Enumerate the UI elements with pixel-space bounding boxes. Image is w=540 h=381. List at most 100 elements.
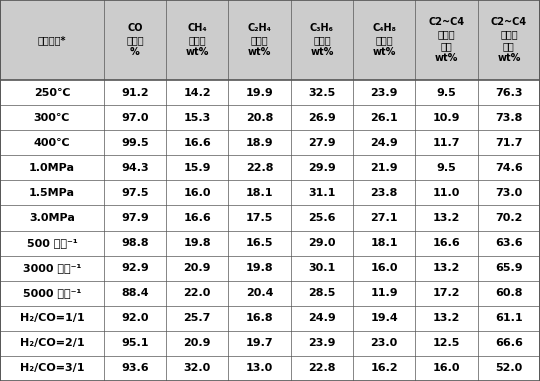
Text: 20.9: 20.9 — [184, 338, 211, 348]
Text: 19.7: 19.7 — [246, 338, 273, 348]
Text: 16.6: 16.6 — [433, 238, 461, 248]
Text: 65.9: 65.9 — [495, 263, 523, 273]
Bar — [0, 155, 540, 180]
Text: CO
转化率
%: CO 转化率 % — [126, 23, 144, 57]
Text: H₂/CO=3/1: H₂/CO=3/1 — [19, 363, 84, 373]
Text: 28.5: 28.5 — [308, 288, 336, 298]
Text: 32.5: 32.5 — [308, 88, 335, 98]
Text: 500 小时⁻¹: 500 小时⁻¹ — [26, 238, 77, 248]
Text: 66.6: 66.6 — [495, 338, 523, 348]
Text: 91.2: 91.2 — [121, 88, 149, 98]
Text: 18.9: 18.9 — [246, 138, 273, 148]
Text: 99.5: 99.5 — [121, 138, 149, 148]
Bar — [0, 356, 540, 381]
Text: 16.2: 16.2 — [370, 363, 398, 373]
Text: 19.4: 19.4 — [370, 313, 398, 323]
Text: 16.6: 16.6 — [184, 138, 211, 148]
Text: 32.0: 32.0 — [184, 363, 211, 373]
Text: 19.9: 19.9 — [246, 88, 273, 98]
Bar — [0, 80, 540, 105]
Text: 14.2: 14.2 — [184, 88, 211, 98]
Text: 13.2: 13.2 — [433, 313, 460, 323]
Text: 31.1: 31.1 — [308, 188, 336, 198]
Text: 250℃: 250℃ — [33, 88, 70, 98]
Text: 15.9: 15.9 — [184, 163, 211, 173]
Text: 98.8: 98.8 — [121, 238, 149, 248]
Text: 3000 小时⁻¹: 3000 小时⁻¹ — [23, 263, 81, 273]
Text: 16.5: 16.5 — [246, 238, 273, 248]
Text: 73.8: 73.8 — [495, 113, 523, 123]
Text: 92.9: 92.9 — [121, 263, 149, 273]
Text: 29.0: 29.0 — [308, 238, 336, 248]
Text: 30.1: 30.1 — [308, 263, 335, 273]
Text: 23.8: 23.8 — [370, 188, 398, 198]
Text: 11.7: 11.7 — [433, 138, 460, 148]
Text: 17.2: 17.2 — [433, 288, 460, 298]
Text: 18.1: 18.1 — [370, 238, 398, 248]
Text: 88.4: 88.4 — [121, 288, 149, 298]
Text: 73.0: 73.0 — [495, 188, 523, 198]
Text: 71.7: 71.7 — [495, 138, 523, 148]
Bar — [0, 105, 540, 130]
Text: 52.0: 52.0 — [495, 363, 523, 373]
Text: 18.1: 18.1 — [246, 188, 273, 198]
Text: H₂/CO=1/1: H₂/CO=1/1 — [19, 313, 84, 323]
Text: 13.2: 13.2 — [433, 213, 460, 223]
Text: 11.9: 11.9 — [370, 288, 398, 298]
Text: 13.2: 13.2 — [433, 263, 460, 273]
Text: 19.8: 19.8 — [184, 238, 211, 248]
Text: 93.6: 93.6 — [121, 363, 149, 373]
Text: 22.8: 22.8 — [246, 163, 273, 173]
Text: 60.8: 60.8 — [495, 288, 523, 298]
Text: C2~C4
烷烃选
择性
wt%: C2~C4 烷烃选 择性 wt% — [428, 17, 464, 63]
Text: 16.8: 16.8 — [246, 313, 273, 323]
Text: 97.5: 97.5 — [122, 188, 148, 198]
Bar — [0, 281, 540, 306]
Text: 76.3: 76.3 — [495, 88, 523, 98]
Text: 22.0: 22.0 — [184, 288, 211, 298]
Text: 300℃: 300℃ — [33, 113, 70, 123]
Text: 1.5MPa: 1.5MPa — [29, 188, 75, 198]
Bar — [0, 231, 540, 256]
Text: 11.0: 11.0 — [433, 188, 460, 198]
Text: 20.8: 20.8 — [246, 113, 273, 123]
Text: 22.8: 22.8 — [308, 363, 336, 373]
Text: 16.0: 16.0 — [184, 188, 211, 198]
Text: 24.9: 24.9 — [370, 138, 398, 148]
Text: 23.9: 23.9 — [308, 338, 336, 348]
Text: 92.0: 92.0 — [122, 313, 148, 323]
Text: 12.5: 12.5 — [433, 338, 460, 348]
Text: 15.3: 15.3 — [184, 113, 211, 123]
Text: 29.9: 29.9 — [308, 163, 336, 173]
Text: C₄H₈
选择性
wt%: C₄H₈ 选择性 wt% — [372, 23, 396, 57]
Text: 95.1: 95.1 — [122, 338, 148, 348]
Text: 26.9: 26.9 — [308, 113, 336, 123]
Text: 16.0: 16.0 — [370, 263, 398, 273]
Text: 94.3: 94.3 — [121, 163, 149, 173]
Text: C₂H₄
选择性
wt%: C₂H₄ 选择性 wt% — [248, 23, 272, 57]
Text: 97.0: 97.0 — [122, 113, 148, 123]
Bar — [0, 0, 540, 80]
Bar — [0, 130, 540, 155]
Text: 21.9: 21.9 — [370, 163, 398, 173]
Text: 63.6: 63.6 — [495, 238, 523, 248]
Text: 27.1: 27.1 — [370, 213, 398, 223]
Text: 评价条件*: 评价条件* — [38, 35, 66, 45]
Bar — [0, 180, 540, 205]
Text: 23.0: 23.0 — [370, 338, 398, 348]
Text: 97.9: 97.9 — [121, 213, 149, 223]
Text: 9.5: 9.5 — [437, 163, 456, 173]
Text: 25.6: 25.6 — [308, 213, 336, 223]
Text: 24.9: 24.9 — [308, 313, 336, 323]
Text: 25.7: 25.7 — [184, 313, 211, 323]
Text: 27.9: 27.9 — [308, 138, 336, 148]
Text: 16.6: 16.6 — [184, 213, 211, 223]
Text: 19.8: 19.8 — [246, 263, 273, 273]
Text: 26.1: 26.1 — [370, 113, 398, 123]
Text: 3.0MPa: 3.0MPa — [29, 213, 75, 223]
Text: C₃H₆
选择性
wt%: C₃H₆ 选择性 wt% — [310, 23, 334, 57]
Text: H₂/CO=2/1: H₂/CO=2/1 — [19, 338, 84, 348]
Text: 74.6: 74.6 — [495, 163, 523, 173]
Text: 9.5: 9.5 — [437, 88, 456, 98]
Text: 20.9: 20.9 — [184, 263, 211, 273]
